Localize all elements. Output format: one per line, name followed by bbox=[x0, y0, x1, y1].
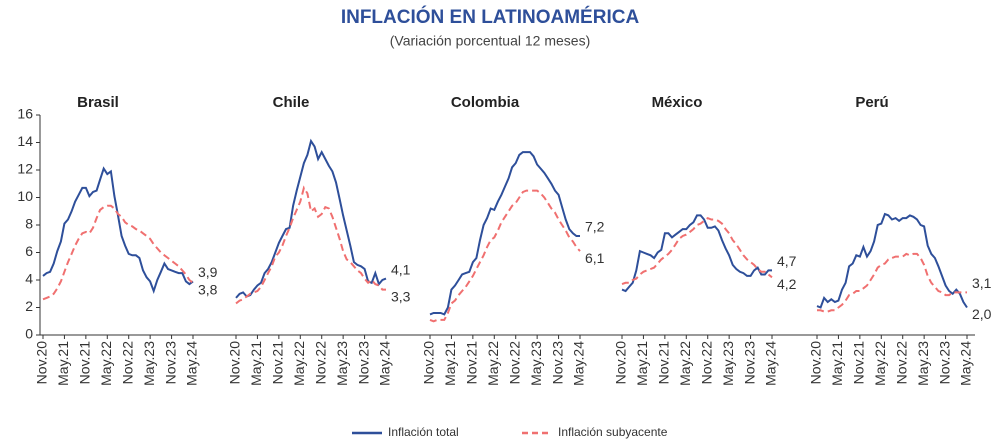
x-tick-label: Nov.22 bbox=[312, 341, 328, 385]
data-label: 3,1 bbox=[972, 275, 992, 291]
chart-subtitle: (Variación porcentual 12 meses) bbox=[390, 33, 591, 49]
x-tick-label: Nov.20 bbox=[421, 341, 437, 385]
legend-label: Inflación total bbox=[388, 425, 459, 439]
x-tick-label: Nov.20 bbox=[227, 341, 243, 385]
panel-title: Chile bbox=[273, 94, 310, 111]
x-tick-label: Nov.23 bbox=[162, 341, 178, 385]
x-tick-label: May.22 bbox=[872, 341, 888, 386]
y-tick-label: 2 bbox=[25, 298, 33, 314]
series-line bbox=[429, 189, 581, 323]
y-tick-label: 12 bbox=[17, 161, 33, 177]
x-tick-label: May.23 bbox=[334, 341, 350, 386]
y-tick-label: 8 bbox=[25, 216, 33, 232]
x-tick-label: May.22 bbox=[291, 341, 307, 386]
x-tick-label: May.21 bbox=[442, 341, 458, 386]
y-tick-label: 0 bbox=[25, 326, 33, 342]
series-line bbox=[429, 151, 580, 316]
data-label: 6,1 bbox=[585, 250, 605, 266]
x-tick-label: May.23 bbox=[720, 341, 736, 386]
series-line bbox=[621, 214, 772, 293]
x-tick-label: Nov.22 bbox=[119, 341, 135, 385]
x-tick-label: Nov.21 bbox=[464, 341, 480, 385]
x-tick-label: Nov.23 bbox=[355, 341, 371, 385]
data-label: 3,3 bbox=[391, 288, 411, 304]
x-tick-label: May.24 bbox=[571, 341, 587, 386]
chart-title: INFLACIÓN EN LATINOAMÉRICA bbox=[341, 6, 640, 28]
x-tick-label: Nov.20 bbox=[808, 341, 824, 385]
y-tick-label: 14 bbox=[17, 133, 33, 149]
x-tick-label: May.22 bbox=[98, 341, 114, 386]
panel-title: Perú bbox=[855, 94, 888, 111]
x-tick-label: Nov.22 bbox=[698, 341, 714, 385]
x-tick-label: Nov.22 bbox=[506, 341, 522, 385]
series-line bbox=[42, 204, 194, 301]
data-label: 3,8 bbox=[198, 281, 218, 297]
data-label: 4,7 bbox=[777, 253, 797, 269]
x-tick-label: Nov.23 bbox=[741, 341, 757, 385]
x-tick-label: May.21 bbox=[634, 341, 650, 386]
y-tick-label: 4 bbox=[25, 271, 33, 287]
x-tick-label: May.24 bbox=[184, 341, 200, 386]
series-line bbox=[621, 216, 773, 286]
data-label: 2,0 bbox=[972, 306, 992, 322]
series-line bbox=[42, 166, 194, 295]
x-tick-label: Nov.21 bbox=[851, 341, 867, 385]
x-tick-label: May.23 bbox=[141, 341, 157, 386]
x-tick-label: May.23 bbox=[528, 341, 544, 386]
data-label: 7,2 bbox=[585, 219, 605, 235]
x-tick-label: Nov.21 bbox=[656, 341, 672, 385]
x-tick-label: May.23 bbox=[915, 341, 931, 386]
x-tick-label: May.22 bbox=[485, 341, 501, 386]
legend: Inflación total Inflación subyacente bbox=[352, 425, 668, 439]
series-line bbox=[235, 185, 386, 305]
x-tick-label: Nov.22 bbox=[893, 341, 909, 385]
x-tick-label: Nov.21 bbox=[270, 341, 286, 385]
x-tick-label: May.24 bbox=[377, 341, 393, 386]
legend-label: Inflación subyacente bbox=[558, 425, 668, 439]
x-tick-label: May.21 bbox=[248, 341, 264, 386]
series-line bbox=[816, 212, 968, 309]
y-tick-label: 10 bbox=[17, 188, 33, 204]
x-tick-label: May.22 bbox=[677, 341, 693, 386]
series-line bbox=[817, 252, 967, 313]
x-tick-label: May.21 bbox=[55, 341, 71, 386]
x-tick-label: Nov.20 bbox=[34, 341, 50, 385]
x-tick-label: Nov.21 bbox=[77, 341, 93, 385]
data-label: 3,9 bbox=[198, 264, 218, 280]
y-tick-label: 16 bbox=[17, 106, 33, 122]
y-tick-label: 6 bbox=[25, 243, 33, 259]
panel-title: Brasil bbox=[77, 94, 119, 111]
x-tick-label: May.24 bbox=[958, 341, 974, 386]
x-tick-label: Nov.20 bbox=[613, 341, 629, 385]
data-label: 4,2 bbox=[777, 276, 797, 292]
data-label: 4,1 bbox=[391, 261, 411, 277]
x-tick-label: Nov.23 bbox=[936, 341, 952, 385]
series-line bbox=[235, 138, 387, 299]
x-tick-label: May.21 bbox=[829, 341, 845, 386]
panel-title: México bbox=[652, 94, 703, 111]
panel-title: Colombia bbox=[451, 94, 520, 111]
x-tick-label: May.24 bbox=[763, 341, 779, 386]
x-tick-label: Nov.23 bbox=[549, 341, 565, 385]
